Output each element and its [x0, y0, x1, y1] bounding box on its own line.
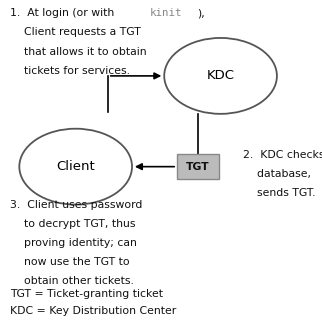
- Ellipse shape: [19, 129, 132, 205]
- Text: KDC = Key Distribution Center: KDC = Key Distribution Center: [10, 306, 176, 316]
- Ellipse shape: [164, 38, 277, 114]
- Text: 1.  At login (or with: 1. At login (or with: [10, 8, 118, 18]
- Text: now use the TGT to: now use the TGT to: [10, 257, 129, 267]
- Text: ),: ),: [197, 8, 205, 18]
- Text: KDC: KDC: [207, 69, 234, 82]
- Text: TGT: TGT: [186, 162, 210, 172]
- Text: 3.  Client uses password: 3. Client uses password: [10, 200, 142, 210]
- Text: sends TGT.: sends TGT.: [243, 188, 316, 198]
- Text: that allows it to obtain: that allows it to obtain: [10, 47, 146, 56]
- Text: Client: Client: [56, 160, 95, 173]
- Text: proving identity; can: proving identity; can: [10, 238, 137, 248]
- Text: 2.  KDC checks: 2. KDC checks: [243, 150, 322, 160]
- Text: tickets for services.: tickets for services.: [10, 66, 130, 76]
- Text: TGT = Ticket-granting ticket: TGT = Ticket-granting ticket: [10, 289, 163, 299]
- FancyBboxPatch shape: [177, 154, 219, 179]
- Text: database,: database,: [243, 169, 311, 179]
- Text: to decrypt TGT, thus: to decrypt TGT, thus: [10, 219, 135, 229]
- Text: kinit: kinit: [150, 8, 182, 18]
- Text: obtain other tickets.: obtain other tickets.: [10, 276, 134, 286]
- Text: Client requests a TGT: Client requests a TGT: [10, 27, 140, 37]
